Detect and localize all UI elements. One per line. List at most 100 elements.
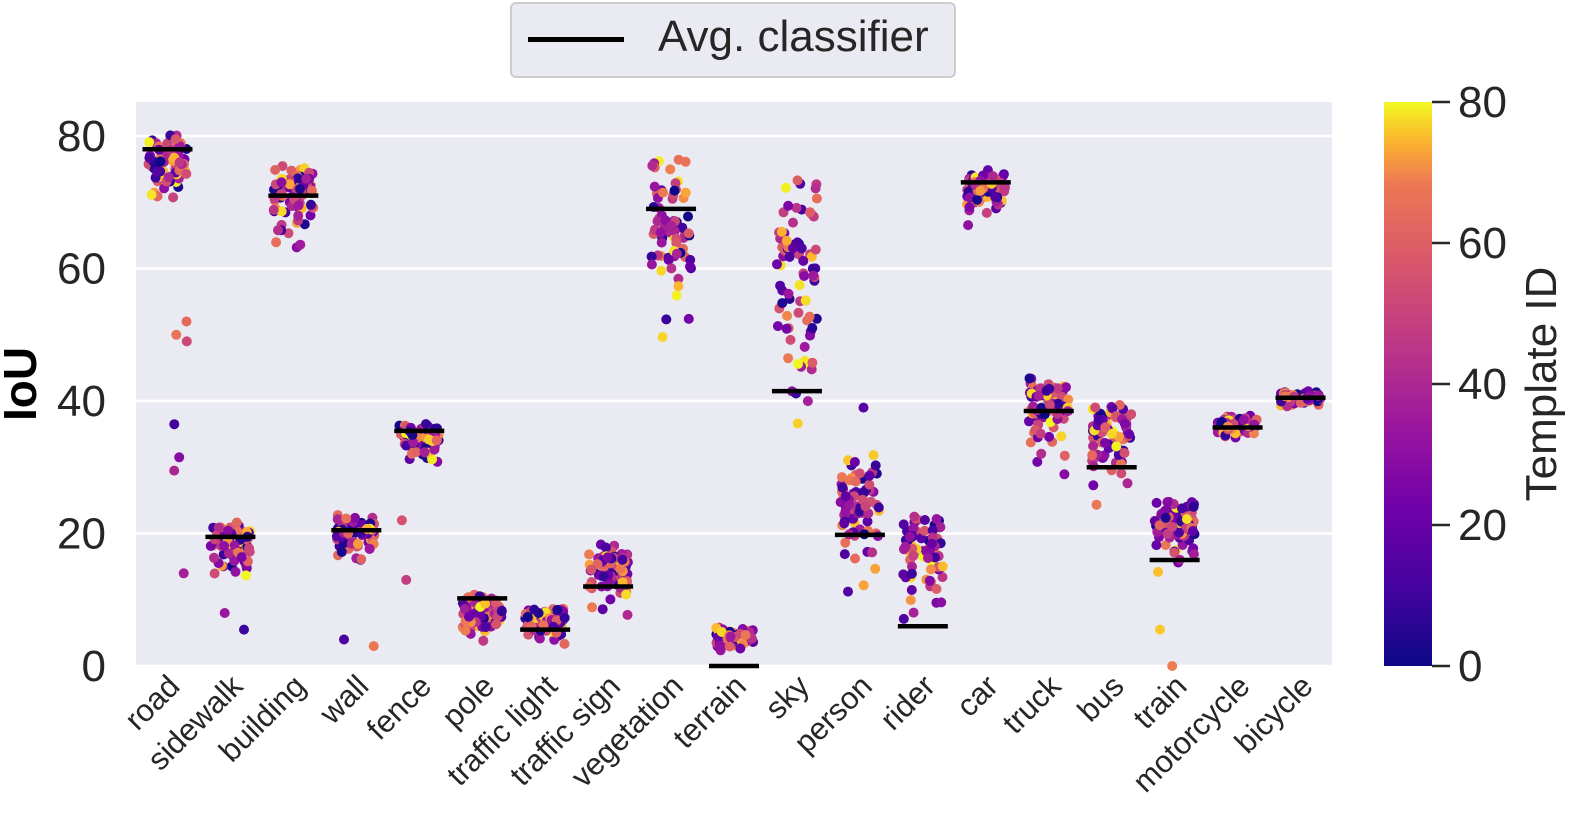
data-point [431,435,442,446]
data-point [1059,469,1070,480]
data-point [796,243,807,254]
y-tick-label: 80 [57,112,106,161]
x-tick-label: truck [995,668,1068,741]
data-point [1100,422,1111,433]
data-point [1238,415,1249,425]
data-point [1024,373,1035,384]
data-point [860,501,871,512]
data-point [981,207,992,218]
data-point [673,273,684,284]
data-point [522,611,533,622]
data-point [839,549,850,560]
data-point [927,525,938,536]
data-point [181,336,192,347]
data-point [792,175,803,186]
data-point [898,569,909,580]
data-point [864,479,875,490]
data-point [341,513,352,524]
data-point [292,173,303,184]
data-point [1056,431,1067,442]
data-point [1100,438,1110,448]
data-point [775,280,786,291]
data-point [671,237,682,248]
data-point [459,604,470,614]
strip-car [962,165,1010,231]
data-point [1167,661,1178,671]
x-tick-label: fence [360,668,438,746]
data-point [724,641,735,652]
data-point [411,447,422,458]
data-point [811,193,822,204]
data-point [163,172,174,183]
strip-building [268,161,319,253]
data-point [169,465,180,476]
data-point [1041,385,1052,396]
data-point [909,511,920,522]
data-point [1059,450,1070,461]
data-point [784,251,795,262]
data-point [429,444,440,455]
data-point [656,237,667,248]
data-point [622,609,633,620]
data-point [1106,428,1117,439]
data-point [854,468,865,479]
data-point [867,547,878,558]
data-point [598,571,609,582]
data-point [919,525,930,536]
data-point [169,419,180,430]
data-point [655,227,666,238]
data-point [794,280,805,291]
data-point [144,152,155,163]
data-point [1025,437,1036,448]
data-point [799,271,810,281]
data-point [972,194,983,205]
data-point [663,254,674,265]
data-point [1153,566,1164,577]
data-point [339,634,349,645]
data-point [1119,448,1130,458]
legend-label: Avg. classifier [658,12,929,61]
data-point [1052,383,1063,394]
data-point [301,173,312,184]
data-point [673,281,684,292]
data-point [680,187,691,198]
data-point [781,323,792,334]
data-point [931,514,942,524]
data-point [336,547,347,557]
data-point [464,611,474,622]
data-point [552,604,563,615]
data-point [1188,501,1199,512]
data-point [906,585,917,595]
data-point [936,597,947,608]
data-point [843,586,853,597]
data-point [858,402,869,413]
data-point [1181,514,1192,525]
data-point [670,178,681,189]
colorbar-tick-label: 80 [1458,78,1507,127]
x-tick-label: bus [1071,668,1131,728]
data-point [587,602,598,613]
data-point [1093,414,1104,425]
y-tick-label: 20 [57,510,106,559]
data-point [270,164,281,175]
data-point [919,515,930,525]
data-point [740,630,751,640]
data-point [1090,402,1101,413]
data-point [671,290,682,301]
data-point [799,341,810,352]
colorbar-tick-label: 20 [1458,501,1507,550]
data-point [836,472,847,483]
data-point [219,608,230,618]
data-point [1053,398,1064,409]
data-point [155,156,166,167]
data-point [930,552,941,563]
data-point [268,204,279,215]
legend: Avg. classifier [510,2,956,78]
y-tick-label: 0 [82,642,106,691]
data-point [559,612,570,623]
data-point [802,396,813,407]
data-point [496,606,507,617]
data-point [725,631,736,642]
data-point [908,607,919,618]
data-point [772,259,782,270]
